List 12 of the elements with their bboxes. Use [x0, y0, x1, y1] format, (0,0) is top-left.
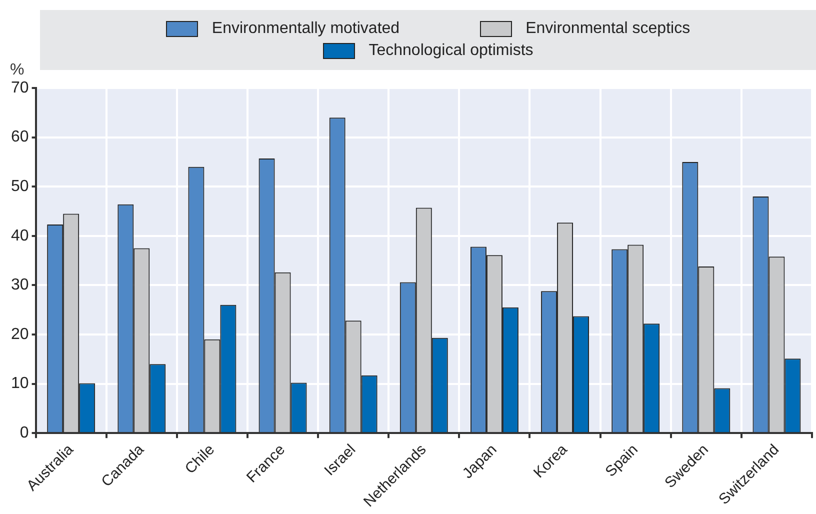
- legend-label: Environmental sceptics: [526, 20, 690, 38]
- y-tick-label: 30: [11, 276, 29, 294]
- y-tick-label: 20: [11, 326, 29, 343]
- y-tick-label: 50: [11, 178, 29, 195]
- y-tick-label: 40: [11, 227, 29, 244]
- y-tick-label: 10: [11, 375, 29, 392]
- y-axis-title: %: [10, 61, 24, 78]
- y-tick-label: 0: [20, 424, 29, 442]
- legend-label: Environmentally motivated: [212, 20, 400, 38]
- legend-label: Technological optimists: [368, 42, 534, 60]
- y-tick-label: 70: [11, 79, 29, 96]
- y-tick-label: 60: [11, 128, 29, 146]
